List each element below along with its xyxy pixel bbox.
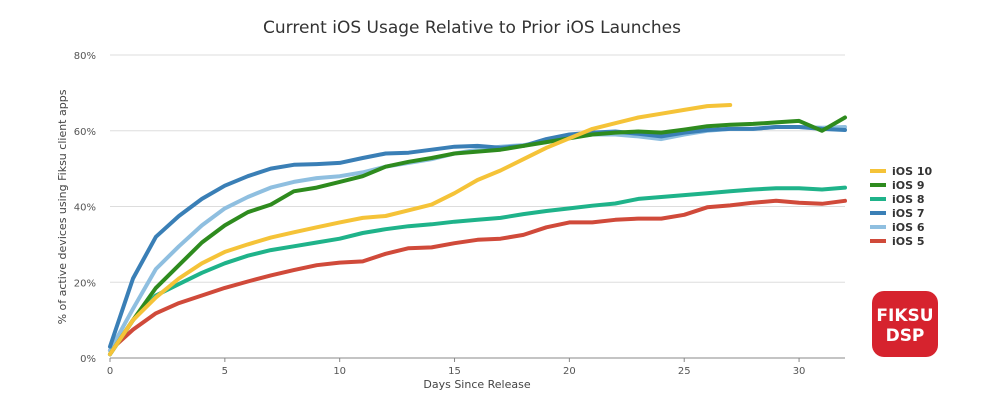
x-tick-label: 10 <box>333 366 346 377</box>
legend-label-ios-6: iOS 6 <box>892 221 925 234</box>
y-tick-label: 60% <box>74 127 96 138</box>
x-tick-label: 25 <box>678 366 691 377</box>
series-line-ios-8 <box>108 185 847 357</box>
y-axis-ticks: 0% 20% 40% 60% 80% <box>74 51 96 365</box>
legend-label-ios-8: iOS 8 <box>892 193 925 206</box>
logo-text-dsp: DSP <box>886 326 925 346</box>
series-line-ios-5 <box>108 198 847 353</box>
legend-label-ios-10: iOS 10 <box>892 165 933 178</box>
x-axis-label: Days Since Release <box>423 378 530 391</box>
x-tick-label: 15 <box>448 366 461 377</box>
gridlines <box>110 54 845 283</box>
chart-title: Current iOS Usage Relative to Prior iOS … <box>263 18 681 38</box>
legend-label-ios-5: iOS 5 <box>892 235 925 248</box>
x-tick-label: 30 <box>793 366 806 377</box>
series-line-ios-7 <box>108 125 847 349</box>
y-tick-label: 20% <box>74 278 96 289</box>
y-tick-label: 80% <box>74 51 96 62</box>
x-tick-label: 5 <box>222 366 228 377</box>
legend-label-ios-7: iOS 7 <box>892 207 925 220</box>
logo-text-fiksu: FIKSU <box>876 306 933 326</box>
series-line-ios-9 <box>108 115 847 357</box>
y-tick-label: 0% <box>80 354 96 365</box>
x-axis-ticks: 0 5 10 15 20 25 30 <box>107 358 806 377</box>
x-tick-label: 0 <box>107 366 113 377</box>
series-line-ios-10 <box>108 103 733 357</box>
x-tick-label: 20 <box>563 366 576 377</box>
y-axis-label: % of active devices using Fiksu client a… <box>56 89 69 324</box>
y-tick-label: 40% <box>74 203 96 214</box>
logo-badge <box>872 291 938 357</box>
legend-label-ios-9: iOS 9 <box>892 179 925 192</box>
series-lines <box>108 103 847 357</box>
fiksu-logo: FIKSU DSP <box>872 291 938 357</box>
